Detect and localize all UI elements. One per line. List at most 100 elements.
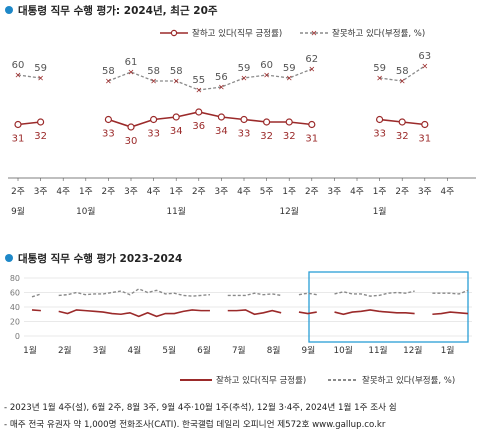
approve-data-label: 30 [125, 136, 138, 147]
disapprove-data-label: 58 [102, 66, 115, 77]
disapprove-point: ✕ [421, 62, 428, 71]
disapprove-data-label: 63 [418, 51, 431, 62]
recent-20-weeks-highlight-box [308, 271, 469, 343]
approve-point [376, 115, 384, 124]
approve-data-label: 33 [102, 129, 115, 140]
approve-series-line [58, 309, 210, 318]
x-month-tick-label: 11월 [368, 344, 387, 356]
approve-data-label: 33 [147, 129, 160, 140]
approve-data-label: 36 [192, 121, 205, 132]
disapprove-point: ✕ [15, 71, 22, 80]
approve-series-line [432, 311, 469, 316]
x-week-tick-label: 2주 [192, 186, 206, 197]
x-week-tick-label: 2주 [102, 186, 116, 197]
x-month-tick-label: 3월 [93, 344, 107, 356]
disapprove-point: ✕ [150, 77, 157, 86]
approve-point [285, 118, 293, 126]
bullet-icon [5, 254, 13, 262]
y-tick-label: 40 [10, 303, 20, 312]
approve-series-line [334, 309, 415, 316]
disapprove-point: ✕ [128, 68, 135, 77]
x-week-tick-label: 1주 [79, 186, 93, 197]
disapprove-point: ✕ [218, 83, 225, 92]
y-tick-label: 80 [10, 274, 20, 283]
x-month-tick-label: 12월 [403, 344, 422, 356]
x-week-tick-label: 4주 [441, 186, 455, 197]
chart2-title: 대통령 직무 수행 평가 2023-2024 [18, 252, 182, 265]
x-week-tick-label: 3주 [34, 186, 48, 197]
disapprove-series-line [227, 292, 282, 297]
x-week-tick-label: 2주 [11, 186, 25, 197]
x-week-tick-label: 3주 [215, 186, 229, 197]
disapprove-data-label: 60 [260, 60, 273, 71]
x-month-tick-label: 5월 [162, 344, 176, 356]
disapprove-data-label: 59 [238, 63, 251, 74]
legend-approve-label: 잘하고 있다(직무 긍정률) [192, 28, 282, 39]
approve-point [263, 118, 271, 126]
legend-disapprove-label: 잘못하고 있다(부정률, %) [332, 28, 425, 39]
x-month-tick-label: 9월 [302, 344, 316, 356]
approve-point [421, 120, 429, 129]
approve-data-label: 31 [418, 134, 431, 145]
approve-point [104, 115, 113, 124]
approve-data-label: 31 [12, 134, 25, 145]
approve-series-line [227, 309, 282, 316]
disapprove-point: ✕ [263, 71, 270, 80]
legend-disapprove-label: 잘못하고 있다(부정률, %) [362, 375, 455, 386]
approve-point [398, 118, 406, 126]
approve-data-label: 33 [373, 129, 386, 140]
approve-point [195, 108, 203, 116]
disapprove-data-label: 61 [125, 57, 138, 68]
approve-data-label: 32 [260, 131, 273, 142]
disapprove-series-line [31, 293, 42, 298]
disapprove-data-label: 59 [373, 63, 386, 74]
disapprove-data-label: 59 [34, 63, 47, 74]
approve-data-label: 32 [283, 131, 296, 142]
x-week-tick-label: 4주 [350, 186, 364, 197]
disapprove-series-line [58, 288, 211, 297]
x-week-tick-label: 2주 [305, 186, 319, 197]
approve-series-line [298, 311, 317, 315]
legend-approve-label: 잘하고 있다(직무 긍정률) [216, 375, 306, 386]
disapprove-point: ✕ [195, 86, 202, 95]
x-week-tick-label: 4주 [147, 186, 161, 197]
x-week-tick-label: 4주 [56, 186, 70, 197]
x-month-tick-label: 2월 [58, 344, 72, 356]
x-month-tick-label: 6월 [197, 344, 211, 356]
y-tick-label: 20 [10, 318, 20, 327]
chart1-title: 대통령 직무 수행 평가: 2024년, 최근 20주 [18, 4, 218, 17]
disapprove-point: ✕ [105, 77, 112, 86]
x-week-tick-label: 1주 [282, 186, 296, 197]
disapprove-point: ✕ [376, 74, 383, 83]
approve-point [150, 115, 158, 124]
disapprove-point: ✕ [37, 74, 44, 83]
approve-series-line [108, 111, 312, 128]
legend-approve-marker [170, 29, 178, 37]
disapprove-point: ✕ [173, 77, 180, 86]
disapprove-data-label: 58 [170, 66, 183, 77]
disapprove-series-line [298, 292, 317, 296]
bullet-icon [5, 6, 13, 14]
approve-point [217, 113, 225, 121]
disapprove-data-label: 58 [396, 66, 409, 77]
approve-point [240, 115, 248, 124]
x-week-tick-label: 2주 [395, 186, 409, 197]
approve-data-label: 34 [170, 126, 183, 137]
x-week-tick-label: 5주 [260, 186, 274, 197]
approve-point [127, 123, 135, 131]
x-week-tick-label: 1주 [373, 186, 387, 197]
legend-disapprove-marker: ✕ [311, 29, 318, 38]
x-week-tick-label: 3주 [418, 186, 432, 197]
y-tick-label: 0 [15, 332, 20, 341]
approve-data-label: 31 [305, 134, 318, 145]
x-month-tick-label: 1월 [23, 344, 37, 356]
disapprove-point: ✕ [241, 74, 248, 83]
disapprove-data-label: 58 [147, 66, 160, 77]
x-week-tick-label: 3주 [124, 186, 138, 197]
disapprove-point: ✕ [399, 77, 406, 86]
approve-data-label: 32 [396, 131, 409, 142]
disapprove-data-label: 56 [215, 72, 228, 83]
footnote-2: - 매주 전국 유권자 약 1,000명 전화조사(CATI). 한국갤럽 데일… [4, 418, 386, 430]
